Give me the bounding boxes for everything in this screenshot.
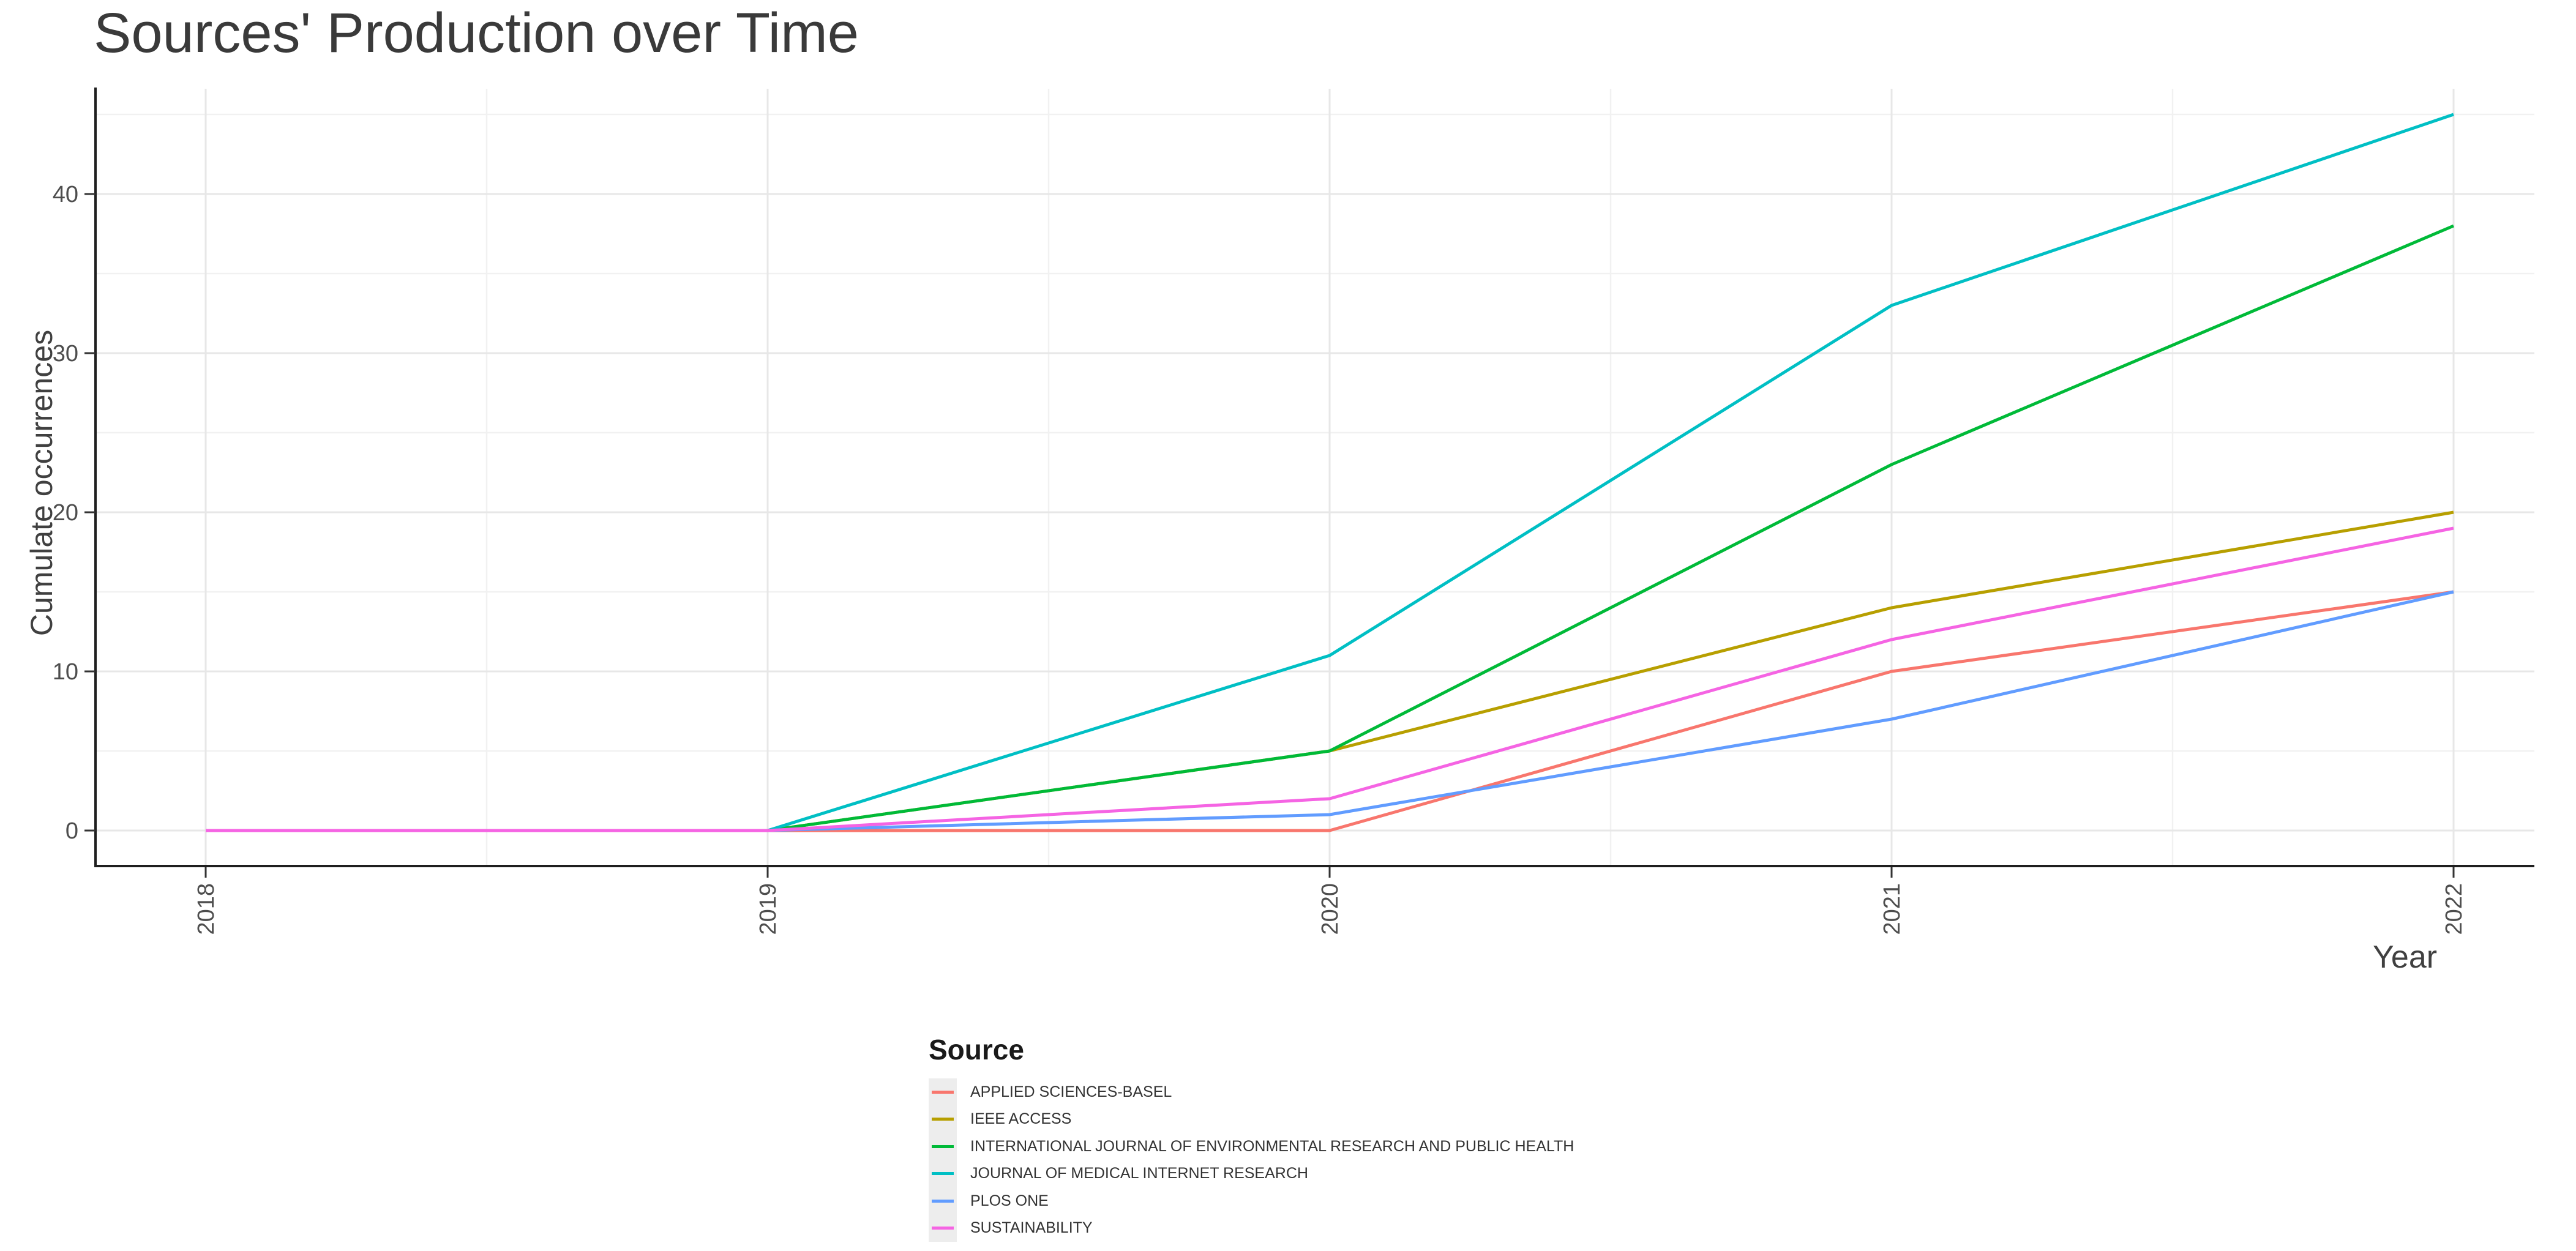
y-axis-title: Cumulate occurrences (24, 329, 59, 637)
y-tick-label: 40 (53, 182, 78, 207)
y-tick-label: 10 (53, 659, 78, 685)
legend-line-swatch (932, 1172, 954, 1176)
x-axis-title: Year (2373, 939, 2438, 975)
legend: Source APPLIED SCIENCES-BASEL IEEE ACCESS… (929, 1033, 1574, 1242)
x-tick-label: 2019 (755, 883, 781, 935)
legend-key (929, 1133, 957, 1160)
y-tick-label: 0 (66, 818, 78, 844)
legend-key (929, 1078, 957, 1106)
legend-key (929, 1187, 957, 1215)
legend-row: APPLIED SCIENCES-BASEL (929, 1078, 1574, 1106)
legend-key (929, 1160, 957, 1187)
legend-row: JOURNAL OF MEDICAL INTERNET RESEARCH (929, 1160, 1574, 1187)
legend-label: SUSTAINABILITY (970, 1219, 1093, 1237)
x-tick-label: 2020 (1317, 883, 1343, 935)
legend-row: SUSTAINABILITY (929, 1214, 1574, 1242)
legend-label: INTERNATIONAL JOURNAL OF ENVIRONMENTAL R… (970, 1137, 1574, 1155)
x-tick-label: 2022 (2441, 883, 2467, 935)
legend-key (929, 1105, 957, 1133)
legend-line-swatch (932, 1090, 954, 1094)
legend-row: PLOS ONE (929, 1187, 1574, 1215)
legend-label: JOURNAL OF MEDICAL INTERNET RESEARCH (970, 1165, 1308, 1182)
chart-title: Sources' Production over Time (94, 2, 859, 64)
legend-line-swatch (932, 1145, 954, 1148)
chart-plot-area: 0 10 20 30 40 2018 2019 2020 2021 2022 (53, 88, 2534, 935)
legend-row: IEEE ACCESS (929, 1105, 1574, 1133)
x-tick-label: 2018 (193, 883, 219, 935)
legend-label: PLOS ONE (970, 1192, 1049, 1209)
y-tick-label: 30 (53, 341, 78, 367)
x-tick-label: 2021 (1879, 883, 1905, 935)
legend-title: Source (929, 1034, 1024, 1066)
legend-items: APPLIED SCIENCES-BASEL IEEE ACCESS INTERNA… (929, 1078, 1574, 1242)
legend-row: INTERNATIONAL JOURNAL OF ENVIRONMENTAL R… (929, 1133, 1574, 1160)
series-line-sustainability (206, 526, 2454, 832)
legend-line-swatch (932, 1199, 954, 1203)
legend-label: IEEE ACCESS (970, 1110, 1072, 1128)
legend-line-swatch (932, 1227, 954, 1230)
y-tick-label: 20 (53, 500, 78, 526)
legend-key (929, 1214, 957, 1242)
legend-line-swatch (932, 1118, 954, 1121)
legend-label: APPLIED SCIENCES-BASEL (970, 1083, 1172, 1100)
